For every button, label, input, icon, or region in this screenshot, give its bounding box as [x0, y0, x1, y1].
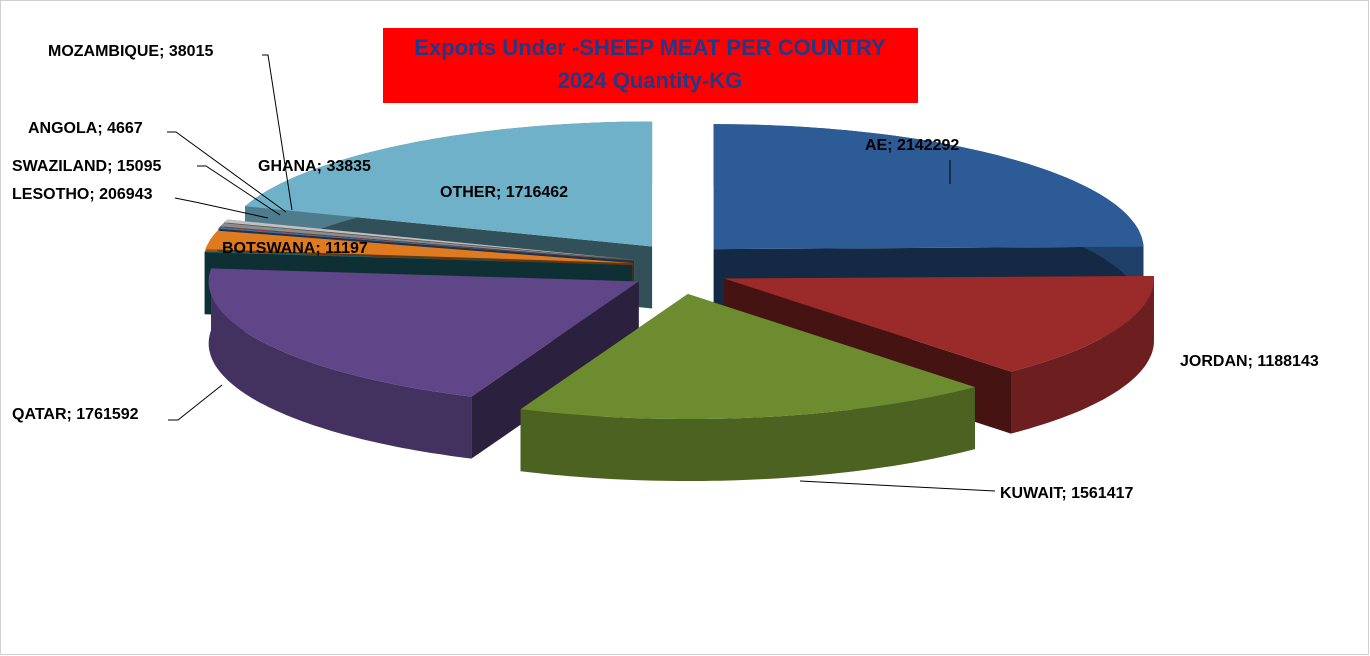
- data-label: JORDAN; 1188143: [1180, 353, 1319, 370]
- leader-line: [197, 165, 281, 216]
- chart-title: Exports Under -SHEEP MEAT PER COUNTRY: [414, 35, 886, 60]
- slice-top: [218, 227, 634, 261]
- slice-top: [208, 268, 639, 397]
- slice-top: [520, 294, 975, 419]
- data-label: AE; 2142292: [865, 137, 959, 154]
- data-label: OTHER; 1716462: [440, 184, 568, 201]
- slice-top: [219, 226, 634, 261]
- data-label: QATAR; 1761592: [12, 406, 139, 423]
- slice-top: [724, 276, 1154, 372]
- leader-line: [174, 197, 269, 219]
- slice-top: [713, 124, 1144, 250]
- slice-top: [205, 230, 633, 264]
- pie-slice: [520, 294, 975, 481]
- slice-side: [520, 387, 975, 481]
- slice-side: [208, 268, 472, 459]
- pie-slice: [208, 268, 639, 459]
- data-label: ANGOLA; 4667: [28, 120, 143, 137]
- data-label: KUWAIT; 1561417: [1000, 485, 1133, 502]
- slice-top: [204, 251, 633, 266]
- slice-top: [224, 219, 635, 260]
- slice-top: [220, 223, 635, 261]
- leader-line: [168, 384, 223, 421]
- title-box: [383, 28, 918, 103]
- slice-top: [245, 121, 653, 247]
- data-label: MOZAMBIQUE; 38015: [48, 43, 213, 60]
- chart-subtitle: 2024 Quantity-KG: [558, 68, 743, 93]
- leader-line: [799, 480, 996, 492]
- slice-side: [1011, 276, 1154, 434]
- data-label: LESOTHO; 206943: [12, 186, 153, 203]
- leader-line: [262, 54, 293, 211]
- data-label: GHANA; 33835: [258, 158, 371, 175]
- data-label: SWAZILAND; 15095: [12, 158, 161, 175]
- pie: [204, 121, 1154, 481]
- data-label: BOTSWANA; 11197: [222, 240, 368, 257]
- leader-line: [167, 131, 287, 213]
- labels: AE; 2142292 JORDAN; 1188143 KUWAIT; 156141…: [12, 43, 1319, 502]
